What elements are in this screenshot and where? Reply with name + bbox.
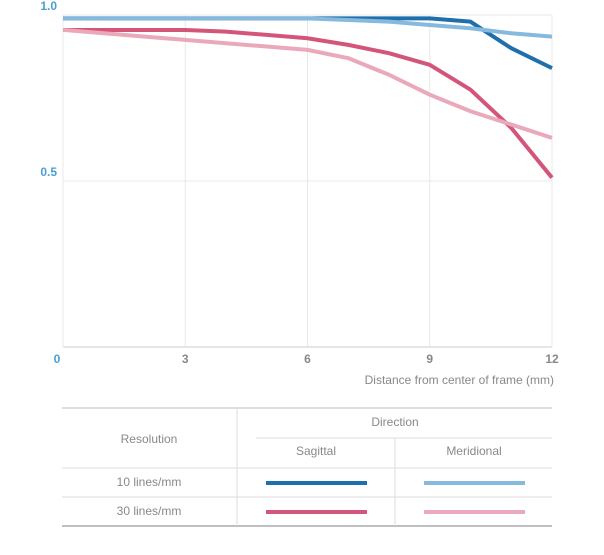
table-column-header: Meridional (446, 444, 501, 458)
y-tick-label: 1.0 (40, 0, 57, 13)
x-tick-label: 3 (182, 352, 189, 366)
table-column-header: Sagittal (296, 444, 336, 458)
mtf-line (63, 27, 554, 179)
y-tick-label: 0.5 (40, 165, 57, 179)
x-axis-label: Distance from center of frame (mm) (365, 373, 554, 387)
table-rules (62, 407, 552, 527)
mtf-line (63, 16, 553, 39)
table-row-label: 10 lines/mm (117, 475, 182, 489)
x-tick-label: 0 (54, 352, 61, 366)
x-tick-label: 9 (426, 352, 433, 366)
table-row-label: 30 lines/mm (117, 504, 182, 518)
x-tick-label: 6 (304, 352, 311, 366)
table-header: Direction (371, 415, 418, 429)
table-header: Resolution (121, 432, 178, 446)
mtf-line (62, 27, 553, 140)
x-tick-label: 12 (545, 352, 559, 366)
